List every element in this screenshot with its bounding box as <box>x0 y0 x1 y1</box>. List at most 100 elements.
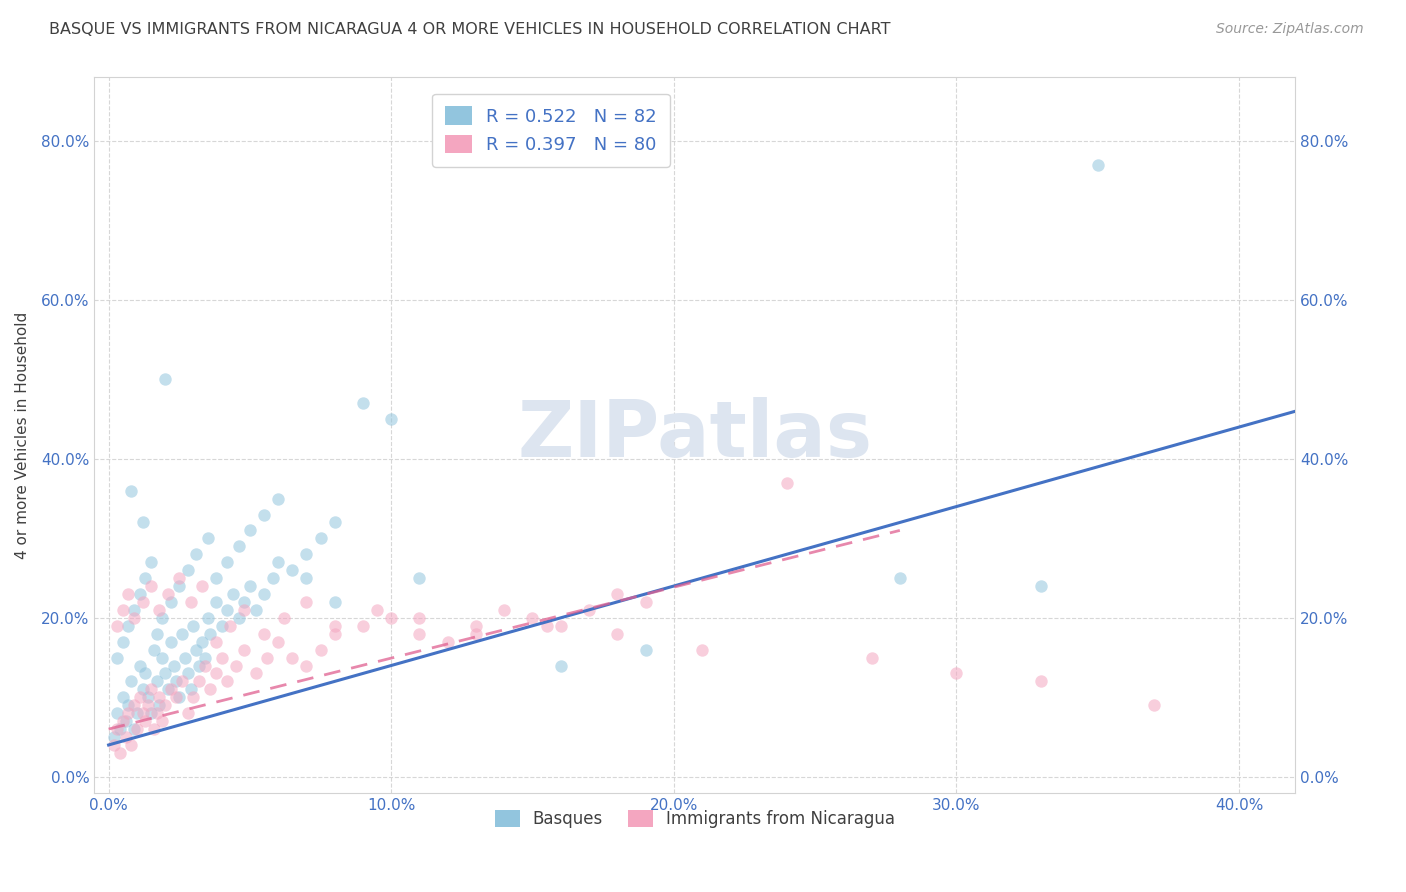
Point <box>219 619 242 633</box>
Point <box>233 642 256 657</box>
Point <box>139 555 162 569</box>
Text: ZIPatlas: ZIPatlas <box>517 397 873 473</box>
Point <box>222 587 245 601</box>
Point <box>134 714 156 728</box>
Point <box>148 690 170 705</box>
Point <box>105 722 128 736</box>
Point <box>352 619 374 633</box>
Point <box>136 698 159 713</box>
Point <box>606 587 628 601</box>
Point <box>550 619 572 633</box>
Point <box>122 611 145 625</box>
Point <box>205 666 228 681</box>
Point <box>245 666 267 681</box>
Point <box>167 579 190 593</box>
Point <box>117 587 139 601</box>
Point <box>177 666 200 681</box>
Point <box>217 603 239 617</box>
Point <box>200 626 222 640</box>
Point <box>167 690 190 705</box>
Point <box>122 603 145 617</box>
Point <box>889 571 911 585</box>
Point <box>108 746 131 760</box>
Point <box>177 706 200 721</box>
Point <box>131 516 153 530</box>
Point <box>183 690 205 705</box>
Point <box>245 603 267 617</box>
Point <box>183 619 205 633</box>
Point <box>128 658 150 673</box>
Point <box>167 571 190 585</box>
Point <box>165 674 187 689</box>
Point <box>186 547 208 561</box>
Point <box>309 642 332 657</box>
Point <box>139 579 162 593</box>
Point <box>139 706 162 721</box>
Point <box>690 642 713 657</box>
Point <box>148 698 170 713</box>
Point <box>111 714 134 728</box>
Point <box>153 666 176 681</box>
Point <box>211 650 233 665</box>
Point <box>380 611 402 625</box>
Point <box>465 619 488 633</box>
Point <box>1029 579 1052 593</box>
Point <box>125 722 148 736</box>
Point <box>156 682 179 697</box>
Point <box>159 595 181 609</box>
Point <box>159 682 181 697</box>
Point <box>352 396 374 410</box>
Point <box>200 682 222 697</box>
Point <box>860 650 883 665</box>
Point <box>122 698 145 713</box>
Point <box>205 634 228 648</box>
Point <box>217 674 239 689</box>
Point <box>228 611 250 625</box>
Point <box>436 634 458 648</box>
Point <box>120 738 142 752</box>
Point <box>465 626 488 640</box>
Point <box>145 626 167 640</box>
Point <box>776 475 799 490</box>
Point <box>128 690 150 705</box>
Point <box>111 603 134 617</box>
Point <box>111 690 134 705</box>
Point <box>267 491 290 506</box>
Text: BASQUE VS IMMIGRANTS FROM NICARAGUA 4 OR MORE VEHICLES IN HOUSEHOLD CORRELATION : BASQUE VS IMMIGRANTS FROM NICARAGUA 4 OR… <box>49 22 891 37</box>
Point <box>145 674 167 689</box>
Point <box>139 682 162 697</box>
Point <box>105 619 128 633</box>
Point <box>136 690 159 705</box>
Point <box>180 595 202 609</box>
Point <box>156 587 179 601</box>
Point <box>191 579 214 593</box>
Point <box>225 658 247 673</box>
Point <box>122 722 145 736</box>
Point <box>174 650 197 665</box>
Point <box>153 372 176 386</box>
Point <box>170 626 193 640</box>
Point <box>281 650 304 665</box>
Point <box>145 706 167 721</box>
Point <box>205 595 228 609</box>
Point <box>273 611 295 625</box>
Point <box>366 603 388 617</box>
Point <box>217 555 239 569</box>
Point <box>256 650 278 665</box>
Point <box>117 698 139 713</box>
Point <box>634 595 657 609</box>
Point <box>120 483 142 498</box>
Point <box>194 658 217 673</box>
Point <box>162 658 184 673</box>
Point <box>295 571 318 585</box>
Point <box>103 738 125 752</box>
Point <box>945 666 967 681</box>
Point <box>105 650 128 665</box>
Point <box>177 563 200 577</box>
Point <box>131 706 153 721</box>
Point <box>191 634 214 648</box>
Point <box>194 650 217 665</box>
Point <box>295 595 318 609</box>
Point <box>253 626 276 640</box>
Point <box>536 619 558 633</box>
